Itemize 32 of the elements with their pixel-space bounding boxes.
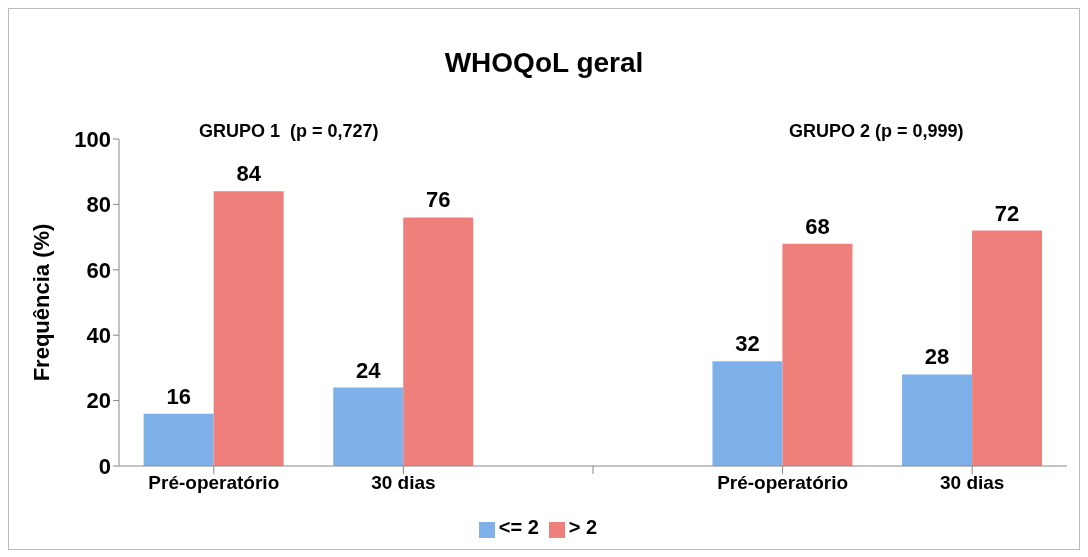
y-axis-title: Frequência (%): [28, 223, 54, 382]
y-tick-label: 0: [98, 453, 111, 479]
y-tick-label: 100: [74, 126, 111, 152]
data-label: 72: [994, 200, 1020, 226]
y-tick-label: 20: [86, 388, 111, 414]
legend-label: > 2: [568, 516, 598, 538]
x-tick-label: Pré-operatório: [148, 472, 280, 494]
annotation: GRUPO 2 (p = 0,999): [789, 121, 964, 142]
data-label: 68: [805, 213, 830, 239]
legend-label: <= 2: [498, 516, 539, 538]
y-tick-label: 60: [86, 257, 111, 283]
data-label: 84: [236, 161, 262, 187]
bar: [213, 191, 284, 466]
y-tick-label: 40: [86, 323, 111, 349]
bar: [333, 387, 404, 466]
bar: [782, 243, 853, 466]
data-label: 28: [924, 344, 950, 370]
bar: [143, 413, 214, 466]
x-tick-label: 30 dias: [371, 472, 436, 494]
bar: [712, 361, 783, 466]
x-tick-label: 30 dias: [939, 472, 1005, 494]
bar: [902, 374, 973, 466]
y-tick-label: 80: [86, 192, 111, 218]
bar: [403, 217, 474, 466]
data-label: 16: [166, 383, 191, 409]
bar: [972, 230, 1043, 466]
data-label: 24: [356, 357, 382, 383]
data-label: 76: [426, 187, 451, 213]
chart-title: WHOQoL geral: [443, 47, 645, 79]
x-tick-label: Pré-operatório: [717, 472, 849, 494]
data-label: 32: [735, 331, 760, 357]
annotation: GRUPO 1 (p = 0,727): [199, 121, 379, 142]
